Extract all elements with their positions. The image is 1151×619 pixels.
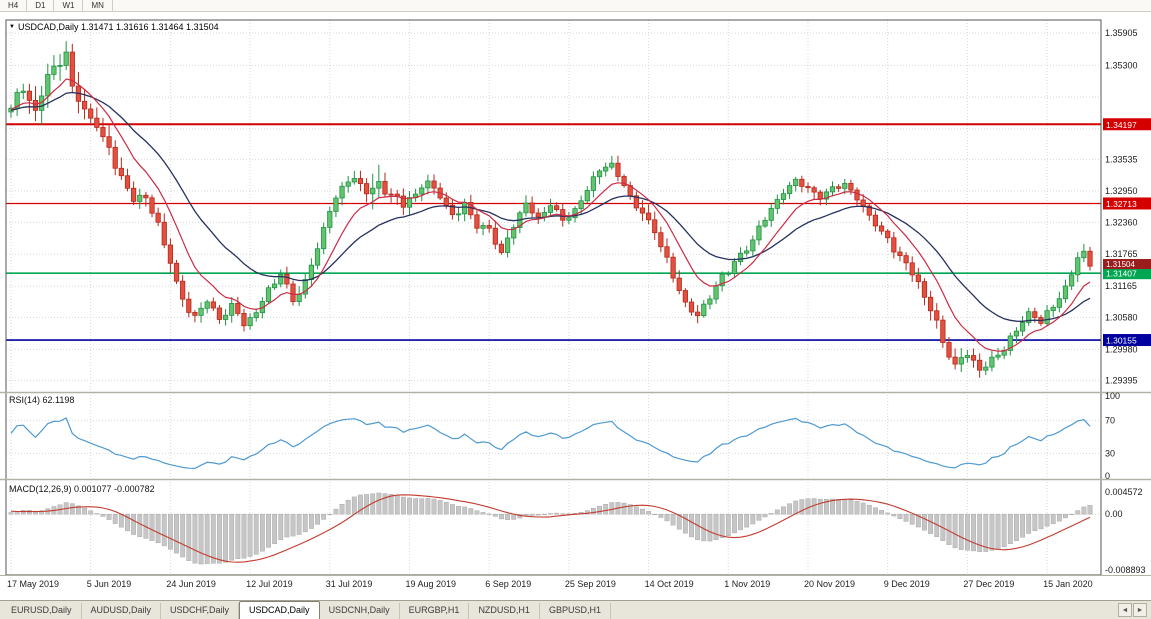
svg-text:1.32713: 1.32713 — [1106, 199, 1137, 209]
svg-text:1.32360: 1.32360 — [1105, 217, 1138, 227]
svg-text:25 Sep 2019: 25 Sep 2019 — [565, 579, 616, 589]
svg-text:1.30580: 1.30580 — [1105, 312, 1138, 322]
svg-text:1.29395: 1.29395 — [1105, 376, 1138, 386]
svg-text:1.30155: 1.30155 — [1106, 336, 1137, 346]
ma-fast-line — [10, 78, 1091, 352]
timeframe-button-h4[interactable]: H4 — [0, 0, 28, 11]
svg-text:14 Oct 2019: 14 Oct 2019 — [645, 579, 694, 589]
grid — [6, 20, 1101, 575]
svg-text:1.35905: 1.35905 — [1105, 28, 1138, 38]
svg-text:1 Nov 2019: 1 Nov 2019 — [724, 579, 770, 589]
svg-text:1.31407: 1.31407 — [1106, 269, 1137, 279]
tab-scroll-controls: ◄ ► — [1118, 601, 1149, 619]
svg-text:0: 0 — [1105, 471, 1110, 481]
svg-text:70: 70 — [1105, 416, 1115, 426]
svg-text:5 Jun 2019: 5 Jun 2019 — [87, 579, 132, 589]
svg-text:-0.008893: -0.008893 — [1105, 565, 1146, 575]
macd-signal-line — [10, 494, 1091, 563]
svg-text:12 Jul 2019: 12 Jul 2019 — [246, 579, 293, 589]
tabs-scroll-right-button[interactable]: ► — [1133, 603, 1147, 617]
tab-usdcnh-daily[interactable]: USDCNH,Daily — [320, 603, 400, 619]
svg-text:1.31765: 1.31765 — [1105, 249, 1138, 259]
tab-nzdusd-h1[interactable]: NZDUSD,H1 — [469, 603, 540, 619]
svg-text:1.31504: 1.31504 — [1106, 260, 1135, 269]
tab-audusd-daily[interactable]: AUDUSD,Daily — [82, 603, 162, 619]
macd-histogram — [8, 492, 1093, 565]
symbol-tab-bar: EURUSD,Daily AUDUSD,Daily USDCHF,Daily U… — [0, 600, 1151, 619]
svg-text:27 Dec 2019: 27 Dec 2019 — [963, 579, 1014, 589]
tabs-scroll-left-button[interactable]: ◄ — [1118, 603, 1132, 617]
svg-text:100: 100 — [1105, 391, 1120, 401]
price-chart-canvas[interactable]: 1.35905 1.35300 1.33535 1.32950 1.32360 1.317… — [0, 12, 1151, 600]
symbol-marker-icon: ▼ — [9, 23, 15, 30]
price-axis-labels: 1.35905 1.35300 1.33535 1.32950 1.32360 1.317… — [1103, 28, 1151, 575]
svg-text:0.00: 0.00 — [1105, 509, 1123, 519]
svg-text:6 Sep 2019: 6 Sep 2019 — [485, 579, 531, 589]
svg-text:1.29980: 1.29980 — [1105, 344, 1138, 354]
svg-text:1.33535: 1.33535 — [1105, 155, 1138, 165]
tab-usdcad-daily[interactable]: USDCAD,Daily — [239, 601, 320, 619]
timeframe-button-w1[interactable]: W1 — [54, 0, 84, 11]
timeframe-button-d1[interactable]: D1 — [27, 0, 55, 11]
tab-gbpusd-h1[interactable]: GBPUSD,H1 — [540, 603, 611, 619]
candlestick-series — [8, 41, 1093, 378]
ma-slow-line — [10, 91, 1091, 322]
svg-text:15 Jan 2020: 15 Jan 2020 — [1043, 579, 1093, 589]
svg-text:17 May 2019: 17 May 2019 — [7, 579, 59, 589]
svg-text:31 Jul 2019: 31 Jul 2019 — [326, 579, 373, 589]
svg-text:1.32950: 1.32950 — [1105, 186, 1138, 196]
svg-text:1.35300: 1.35300 — [1105, 60, 1138, 70]
timeframe-button-mn[interactable]: MN — [83, 0, 113, 11]
tab-eurgbp-h1[interactable]: EURGBP,H1 — [400, 603, 470, 619]
chart-title: ▼ USDCAD,Daily 1.31471 1.31616 1.31464 1… — [9, 22, 219, 32]
svg-text:20 Nov 2019: 20 Nov 2019 — [804, 579, 855, 589]
svg-text:19 Aug 2019: 19 Aug 2019 — [405, 579, 456, 589]
tab-usdchf-daily[interactable]: USDCHF,Daily — [161, 603, 240, 619]
panel-frame — [0, 19, 1151, 576]
date-axis-labels: 17 May 2019 5 Jun 2019 24 Jun 2019 12 Jul 2… — [7, 579, 1093, 589]
rsi-line — [10, 417, 1091, 470]
svg-text:1.31165: 1.31165 — [1105, 281, 1137, 291]
macd-indicator-label: MACD(12,26,9) 0.001077 -0.000782 — [9, 484, 155, 494]
svg-text:0.004572: 0.004572 — [1105, 487, 1143, 497]
tab-eurusd-daily[interactable]: EURUSD,Daily — [2, 603, 82, 619]
svg-text:9 Dec 2019: 9 Dec 2019 — [884, 579, 930, 589]
timeframe-toolbar: H4 D1 W1 MN — [0, 0, 1151, 12]
rsi-indicator-label: RSI(14) 62.1198 — [9, 395, 75, 405]
svg-text:30: 30 — [1105, 448, 1115, 458]
svg-text:24 Jun 2019: 24 Jun 2019 — [166, 579, 216, 589]
svg-text:1.34197: 1.34197 — [1106, 120, 1137, 130]
chart-ohlc-text: USDCAD,Daily 1.31471 1.31616 1.31464 1.3… — [17, 22, 219, 32]
